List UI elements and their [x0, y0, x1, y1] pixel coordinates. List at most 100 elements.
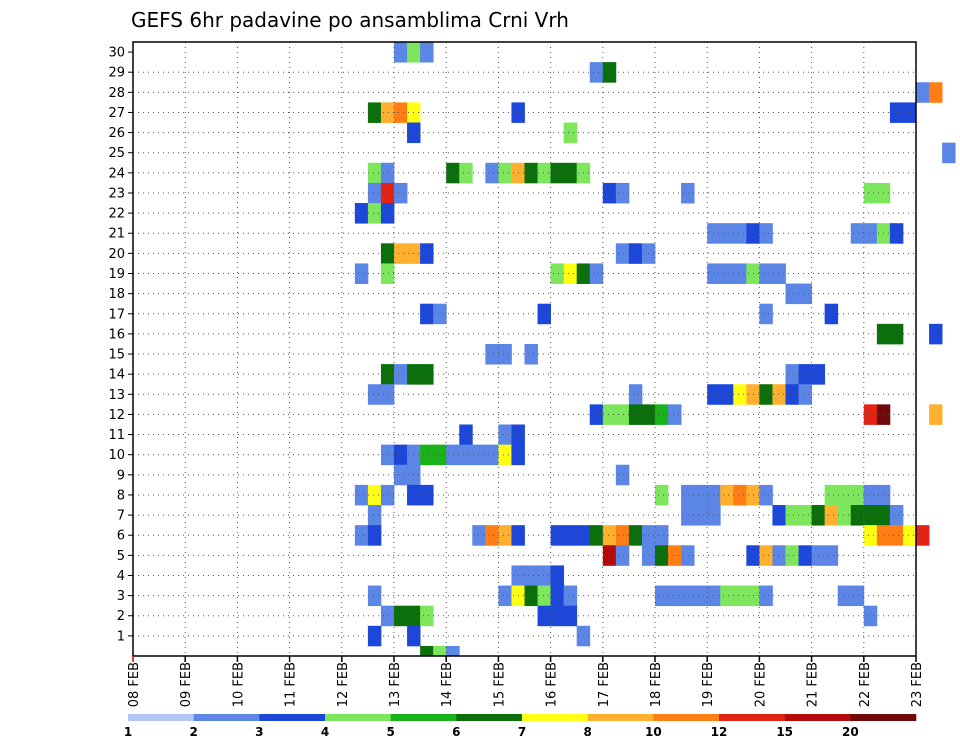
colorbar-swatch — [456, 714, 523, 721]
heatmap-cell — [563, 585, 578, 607]
colorbar-swatch — [325, 714, 391, 721]
heatmap-cell — [929, 323, 943, 345]
heatmap-cell — [550, 605, 565, 627]
heatmap-cell — [863, 223, 878, 244]
heatmap-cell — [942, 142, 956, 164]
heatmap-cell — [655, 585, 669, 607]
heatmap-cell — [772, 384, 786, 405]
heatmap-cell — [550, 525, 565, 546]
heatmap-cell — [798, 545, 812, 566]
y-tick-label: 23 — [108, 186, 125, 201]
heatmap-cell — [863, 505, 878, 526]
heatmap-cell — [420, 364, 434, 385]
heatmap-cell — [785, 384, 799, 405]
heatmap-cell — [589, 62, 604, 83]
heatmap-cell — [863, 605, 878, 627]
heatmap-cell — [759, 263, 773, 284]
x-tick-label: 12 FEB — [336, 662, 351, 707]
y-tick-label: 7 — [117, 509, 125, 524]
heatmap-cell — [524, 343, 538, 365]
heatmap-cell — [655, 525, 669, 546]
x-tick-label: 20 FEB — [753, 662, 768, 707]
heatmap-cell — [380, 102, 395, 123]
heatmap-cell — [433, 645, 447, 657]
heatmap-cell — [354, 525, 369, 546]
heatmap-cell — [367, 384, 382, 405]
y-tick-label: 4 — [117, 569, 125, 584]
heatmap-cell — [589, 404, 604, 425]
heatmap-cell — [472, 525, 486, 546]
heatmap-cell — [459, 162, 473, 184]
heatmap-cell — [459, 444, 473, 466]
heatmap-cell — [407, 42, 421, 63]
heatmap-cell — [929, 82, 943, 103]
x-tick-label: 10 FEB — [231, 662, 246, 707]
y-tick-label: 27 — [108, 106, 125, 121]
heatmap-cell — [759, 384, 773, 405]
x-axis: 08 FEB 09 FEB 10 FEB 11 FEB 12 FEB 13 FEB 14 F… — [127, 656, 925, 707]
heatmap-cell — [889, 223, 904, 244]
colorbar-label: 10 — [645, 725, 662, 739]
x-tick-label: 08 FEB — [127, 662, 142, 707]
colorbar-label: 2 — [189, 725, 197, 739]
heatmap-cell — [589, 263, 604, 284]
heatmap-cell — [720, 223, 734, 244]
colorbar-label: 12 — [711, 725, 728, 739]
heatmap-cell — [681, 545, 695, 566]
heatmap-cell — [354, 484, 369, 506]
heatmap-cell — [563, 525, 578, 546]
plot-frame — [132, 41, 917, 657]
heatmap-cell — [850, 484, 865, 506]
heatmap-cell — [602, 62, 617, 83]
colorbar-swatch — [259, 714, 326, 721]
heatmap-cell — [615, 545, 630, 566]
x-tick-label: 14 FEB — [440, 662, 455, 707]
heatmap-cell — [759, 545, 773, 566]
y-tick-label: 11 — [108, 428, 125, 443]
heatmap-cell — [380, 484, 395, 506]
heatmap-cell — [863, 525, 878, 546]
heatmap-cell — [863, 404, 878, 425]
grid-lines — [133, 42, 916, 656]
heatmap-cell — [772, 545, 786, 566]
heatmap-cell — [550, 565, 565, 586]
x-tick-label: 23 FEB — [910, 662, 925, 707]
heatmap-cell — [367, 505, 382, 526]
heatmap-cell — [863, 182, 878, 204]
heatmap-cell — [668, 545, 682, 566]
x-tick-label: 21 FEB — [806, 662, 821, 707]
heatmap-cell — [824, 303, 839, 325]
heatmap-cell — [798, 364, 812, 385]
heatmap-cell — [459, 424, 473, 446]
heatmap-cell — [420, 444, 434, 466]
colorbar-swatch — [653, 714, 720, 721]
heatmap-cell — [380, 203, 395, 224]
heatmap-cell — [615, 182, 630, 204]
heatmap-cell — [550, 263, 565, 284]
heatmap-cell — [628, 404, 643, 425]
y-tick-label: 16 — [108, 327, 125, 342]
heatmap-cell — [524, 585, 538, 607]
heatmap-cell — [394, 364, 408, 385]
heatmap-cell — [550, 585, 565, 607]
y-tick-label: 17 — [108, 307, 125, 322]
x-tick-label: 11 FEB — [284, 662, 299, 707]
heatmap-cell — [354, 203, 369, 224]
x-tick-label: 19 FEB — [701, 662, 716, 707]
heatmap-cell — [655, 484, 669, 506]
x-tick-label: 13 FEB — [388, 662, 403, 707]
heatmap-cell — [916, 82, 930, 103]
heatmap-cell — [615, 243, 630, 264]
heatmap-cell — [367, 182, 382, 204]
heatmap-cell — [498, 444, 512, 466]
heatmap-cell — [720, 484, 734, 506]
heatmap-cell — [720, 263, 734, 284]
heatmap-cell — [380, 444, 395, 466]
heatmap-cell — [733, 223, 747, 244]
heatmap-cell — [498, 343, 512, 365]
heatmap-cell — [681, 585, 695, 607]
y-tick-label: 8 — [117, 488, 125, 503]
heatmap-cell — [420, 605, 434, 627]
heatmap-cell — [602, 525, 617, 546]
heatmap-cell — [367, 625, 382, 647]
